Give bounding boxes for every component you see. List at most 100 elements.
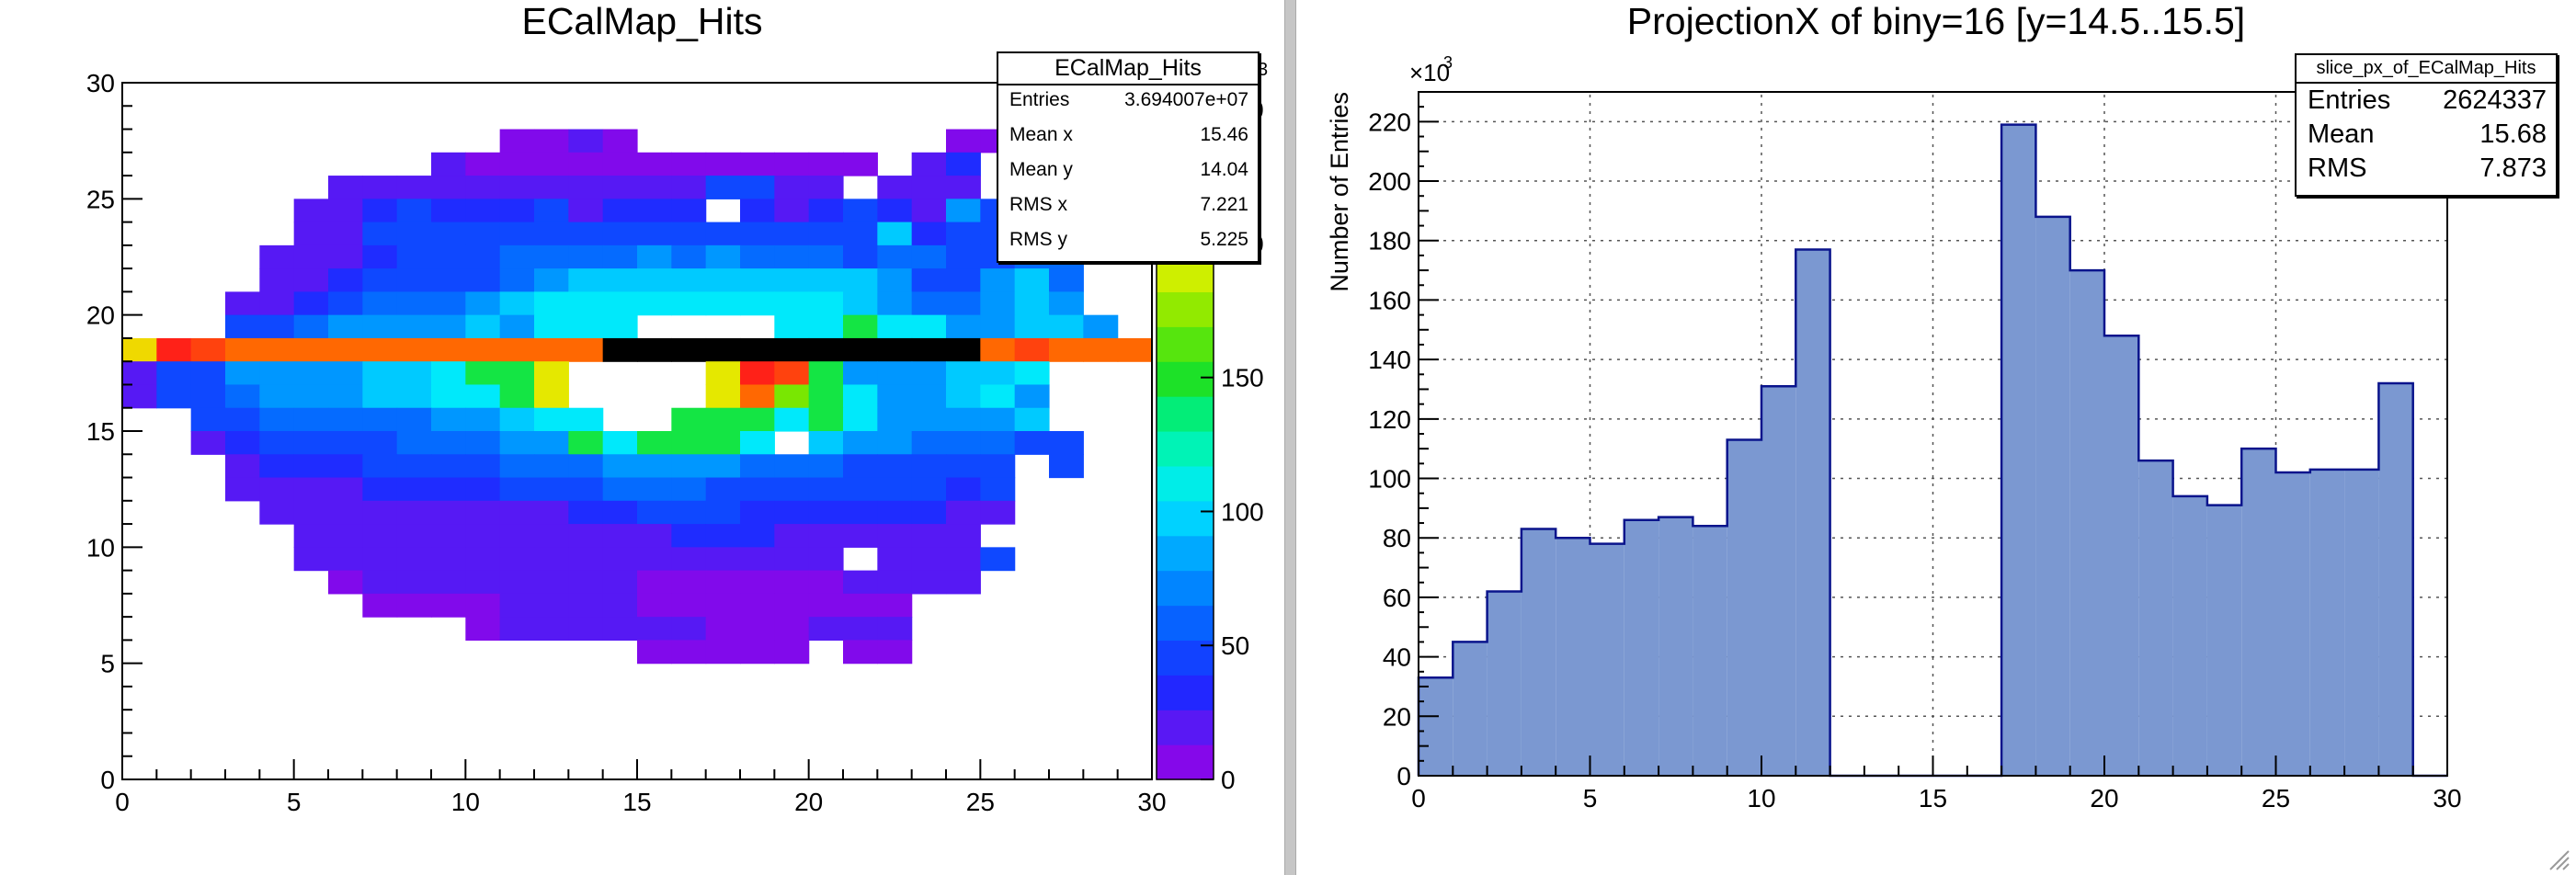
left-chart-title: ECalMap_Hits [521,0,763,42]
heatmap-cell [568,291,604,316]
heatmap-cell [637,454,672,479]
heatmap-cell [740,640,775,665]
heatmap-cell [568,477,604,502]
heatmap-cell [637,524,672,548]
heatmap-cell [568,314,604,339]
heatmap-cell [671,570,707,595]
heatmap-cell [705,477,741,502]
heatmap-cell [671,477,707,502]
heatmap-cell [465,547,501,572]
heatmap-chart[interactable]: 0510152025300510152025300501001502002503 [0,0,1284,875]
heatmap-cell [431,268,466,292]
heatmap-cell [1049,454,1084,479]
x-tick-label: 25 [966,788,995,816]
heatmap-cell [362,314,398,339]
heatmap-cell [946,570,981,595]
heatmap-cell [328,361,363,386]
y-tick-label: 20 [86,301,115,330]
heatmap-cell [705,361,741,386]
canvas-divider[interactable] [1284,0,1296,875]
heatmap-cell [122,361,157,386]
x-tick-label: 10 [1747,784,1775,812]
heatmap-cell [259,477,295,502]
heatmap-cell [980,454,1016,479]
stats-box-right[interactable]: slice_px_of_ECalMap_Hits Entries 2624337 M… [2295,53,2558,197]
x-tick-label: 25 [2262,784,2290,812]
heatmap-cell [705,593,741,618]
heatmap-cell [740,431,775,455]
heatmap-cell [225,454,260,479]
heatmap-cell [808,617,844,641]
histogram-bar [1727,439,1761,776]
heatmap-cell [396,547,432,572]
heatmap-cell [534,199,569,223]
heatmap-cell [877,199,913,223]
heatmap-cell [774,361,810,386]
heatmap-cell [534,454,569,479]
histogram-bar [1761,386,1796,776]
heatmap-cell [602,524,638,548]
heatmap-cell [602,570,638,595]
y-tick-label: 80 [1383,524,1411,552]
heatmap-cell [740,199,775,223]
heatmap-cell [843,268,878,292]
histogram-bar [1795,249,1830,776]
heatmap-cell [602,314,638,339]
heatmap-cell [328,291,363,316]
heatmap-cell [843,199,878,223]
heatmap-cell [465,384,501,409]
right-canvas[interactable]: ProjectionX of biny=16 [y=14.5..15.5] 0 5… [1296,0,2576,875]
histogram-bar [1487,591,1522,776]
heatmap-cell [499,454,535,479]
heatmap-cell [946,431,981,455]
heatmap-cell [396,222,432,246]
stats-value: 3.694007e+07 [1124,89,1248,110]
heatmap-cell [946,314,981,339]
palette-band [1157,500,1214,537]
heatmap-cell [946,407,981,432]
heatmap-cells [122,129,1153,665]
heatmap-cell [1014,431,1050,455]
heatmap-cell [740,617,775,641]
left-canvas[interactable]: ECalMap_Hits 0 5 10 15 20 25 30 0 5 10 15 20 25 30 0 50… [0,0,1284,875]
heatmap-cell [671,152,707,176]
stats-box-left[interactable]: ECalMap_Hits Entries 3.694007e+07 Mean x 15… [997,51,1260,263]
stats-label: RMS [2308,153,2367,183]
palette-tick-label: 0 [1221,766,1236,794]
stats-value: 7.221 [1200,194,1248,215]
heatmap-cell [740,152,775,176]
heatmap-cell [740,268,775,292]
heatmap-cell [568,244,604,269]
heatmap-cell [465,176,501,199]
heatmap-cell [293,291,329,316]
heatmap-cell [877,477,913,502]
heatmap-cell [534,268,569,292]
heatmap-cell [499,199,535,223]
heatmap-cell [396,431,432,455]
heatmap-cell [705,176,741,199]
heatmap-cell [190,337,226,362]
x-tick-label: 5 [287,788,302,816]
y-tick-label: 180 [1368,227,1411,256]
heatmap-cell [1014,337,1050,362]
heatmap-cell [843,384,878,409]
heatmap-cell [534,431,569,455]
histogram-bar [2035,216,2070,777]
heatmap-cell [431,593,466,618]
heatmap-cell [362,524,398,548]
heatmap-cell [534,500,569,525]
heatmap-cell [808,431,844,455]
histogram-bar [1624,519,1659,776]
histogram-bar [1693,526,1727,776]
heatmap-cell [1049,268,1084,292]
x-tick-label: 30 [1137,788,1166,816]
projection-histogram[interactable]: 0 5 10 15 20 25 30 0 20 40 60 80 100 120 140 160 180 200 2… [1296,0,2576,875]
heatmap-cell [911,244,947,269]
heatmap-cell [293,500,329,525]
heatmap-cell [534,244,569,269]
heatmap-cell [637,222,672,246]
heatmap-cell [431,407,466,432]
heatmap-cell [602,222,638,246]
heatmap-cell [396,314,432,339]
resize-grip-icon[interactable] [2547,847,2570,871]
